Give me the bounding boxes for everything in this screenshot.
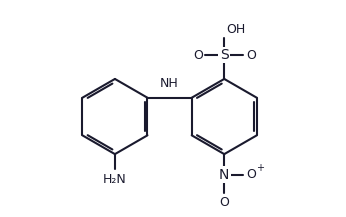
Text: H₂N: H₂N (103, 173, 127, 186)
Text: OH: OH (226, 23, 245, 36)
Text: +: + (256, 163, 264, 173)
Text: O: O (246, 49, 256, 62)
Text: O: O (246, 168, 256, 181)
Text: S: S (220, 48, 229, 62)
Text: N: N (219, 168, 229, 182)
Text: O: O (219, 196, 229, 209)
Text: O: O (193, 49, 203, 62)
Text: NH: NH (160, 77, 179, 90)
